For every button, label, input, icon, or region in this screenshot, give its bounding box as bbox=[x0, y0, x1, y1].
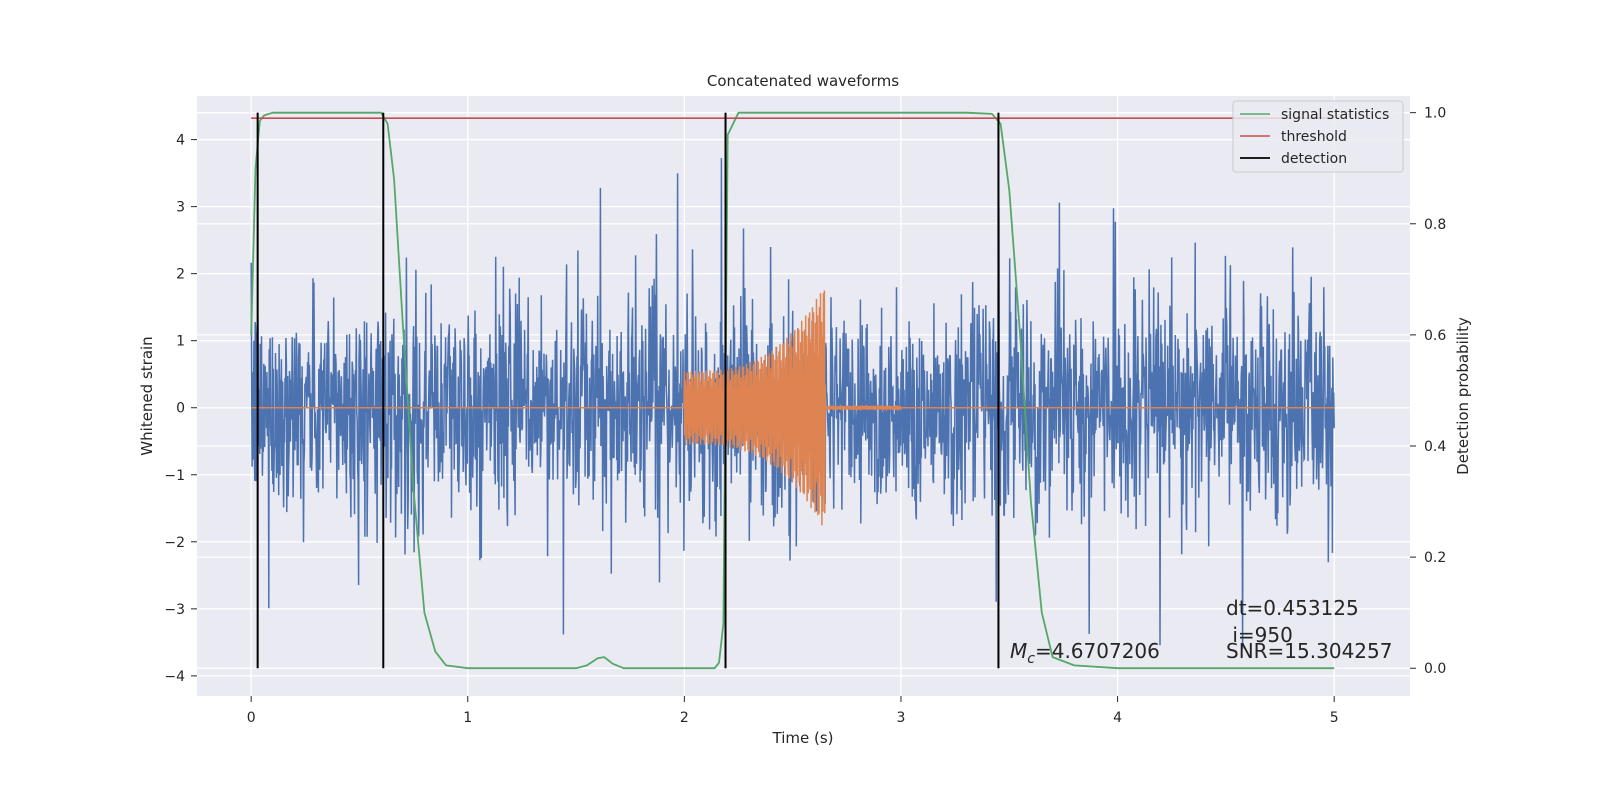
y-tick-label-left: −2 bbox=[164, 535, 185, 551]
noise-line bbox=[250, 158, 1335, 649]
x-tick-label: 0 bbox=[247, 710, 256, 726]
legend-label-detection: detection bbox=[1281, 151, 1347, 167]
y-tick-label-right: 0.4 bbox=[1424, 439, 1446, 455]
x-tick-label: 2 bbox=[680, 710, 689, 726]
y-tick-label-right: 0.0 bbox=[1424, 661, 1446, 677]
y-tick-label-right: 0.2 bbox=[1424, 550, 1446, 566]
y-tick-label-left: 4 bbox=[176, 133, 185, 149]
axes: 0 1 2 3 4 5 −4 −3 −2 −1 0 1 2 3 4 0.0 0.2 0.4 0.6 0.8 1.0 bbox=[164, 106, 1446, 726]
y-tick-label-left: −3 bbox=[164, 602, 185, 618]
y-tick-label-left: 1 bbox=[176, 334, 185, 350]
template-line bbox=[251, 290, 1335, 526]
y-tick-label-right: 1.0 bbox=[1424, 106, 1446, 122]
signal-statistics-series bbox=[250, 111, 1335, 670]
y-tick-label-left: −4 bbox=[164, 669, 185, 685]
y-tick-label-left: 3 bbox=[176, 200, 185, 216]
y-tick-label-left: −1 bbox=[164, 468, 185, 484]
legend-label-signal-statistics: signal statistics bbox=[1281, 107, 1389, 123]
annotation-mc: Mc=4.6707206 bbox=[1010, 639, 1160, 667]
y-tick-label-right: 0.6 bbox=[1424, 328, 1446, 344]
x-tick-label: 3 bbox=[897, 710, 906, 726]
y-tick-label-left: 0 bbox=[176, 401, 185, 417]
y-axis-label-right: Detection probability bbox=[1454, 317, 1472, 475]
x-axis-label: Time (s) bbox=[772, 729, 834, 747]
annotation-mc-symbol: M bbox=[1010, 639, 1027, 663]
annotation-mc-value: =4.6707206 bbox=[1035, 639, 1160, 663]
annotation-dt: dt=0.453125 bbox=[1226, 596, 1359, 620]
annotation-i: i=950 bbox=[1226, 623, 1293, 647]
x-tick-label: 1 bbox=[463, 710, 472, 726]
x-tick-label: 4 bbox=[1113, 710, 1122, 726]
chart-title: Concatenated waveforms bbox=[707, 72, 899, 90]
annotation-mc-subscript: c bbox=[1027, 651, 1035, 667]
legend: signal statistics threshold detection bbox=[1232, 100, 1404, 173]
annotations: Mc=4.6707206 dt=0.453125 i=950 SNR=15.30… bbox=[1010, 596, 1392, 667]
signal-statistics-line bbox=[250, 111, 1335, 670]
y-tick-label-right: 0.8 bbox=[1424, 217, 1446, 233]
noise-series bbox=[250, 158, 1335, 649]
x-tick-label: 5 bbox=[1330, 710, 1339, 726]
annotation-snr: SNR=15.304257 bbox=[1226, 639, 1392, 663]
y-axis-label-left: Whitened strain bbox=[138, 336, 156, 455]
template-series bbox=[251, 290, 1335, 526]
legend-label-threshold: threshold bbox=[1281, 129, 1347, 145]
detection-lines bbox=[256, 112, 1000, 669]
y-tick-label-left: 2 bbox=[176, 267, 185, 283]
